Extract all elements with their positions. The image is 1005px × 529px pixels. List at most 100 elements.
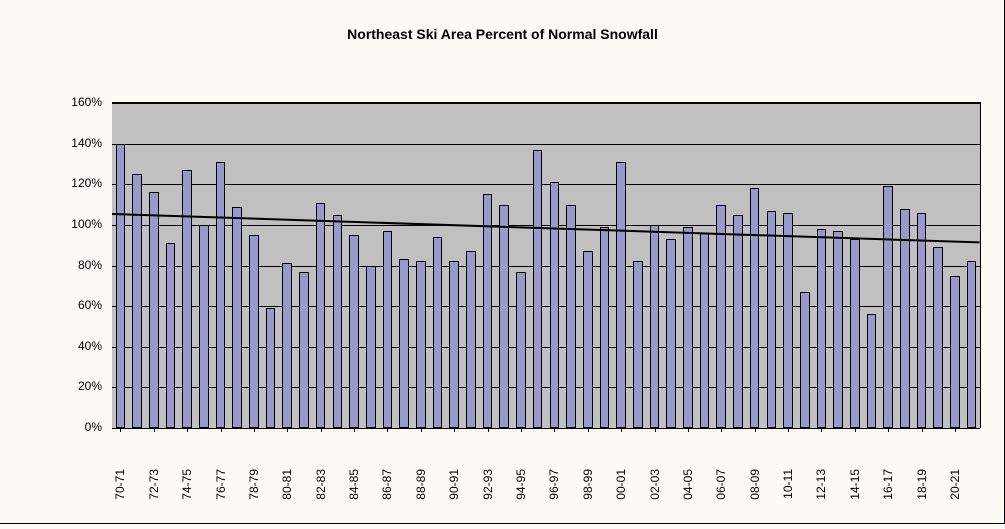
bar (633, 261, 643, 428)
x-tick (488, 427, 489, 432)
bar (132, 174, 142, 428)
x-axis-label: 84-85 (347, 469, 361, 529)
y-axis-label: 20% (0, 379, 102, 393)
y-axis-label: 140% (0, 136, 102, 150)
y-axis-label: 120% (0, 176, 102, 190)
bar (800, 292, 810, 428)
x-tick (521, 427, 522, 432)
x-tick (354, 427, 355, 432)
bar (917, 213, 927, 428)
bar (466, 251, 476, 428)
bar (683, 227, 693, 428)
bar (600, 227, 610, 428)
y-axis-label: 160% (0, 95, 102, 109)
bar (700, 233, 710, 428)
x-axis-label: 78-79 (247, 469, 261, 529)
bar (166, 243, 176, 428)
x-tick (554, 427, 555, 432)
bar (650, 225, 660, 428)
x-axis-label: 10-11 (781, 469, 795, 529)
x-tick (855, 427, 856, 432)
x-axis-label: 14-15 (848, 469, 862, 529)
bar (216, 162, 226, 428)
x-axis-label: 70-71 (113, 469, 127, 529)
x-tick (755, 427, 756, 432)
bar (182, 170, 192, 428)
x-tick (788, 427, 789, 432)
x-axis-label: 08-09 (748, 469, 762, 529)
x-axis-label: 90-91 (447, 469, 461, 529)
x-axis-label: 06-07 (714, 469, 728, 529)
bar (666, 239, 676, 428)
x-tick (154, 427, 155, 432)
x-axis-label: 20-21 (948, 469, 962, 529)
x-axis-label: 94-95 (514, 469, 528, 529)
bar (299, 272, 309, 428)
bar (483, 194, 493, 428)
plot-area (112, 102, 981, 428)
bar (817, 229, 827, 428)
x-tick (888, 427, 889, 432)
x-tick (721, 427, 722, 432)
y-axis-label: 100% (0, 217, 102, 231)
bar (750, 188, 760, 428)
x-axis-label: 16-17 (881, 469, 895, 529)
y-axis-label: 0% (0, 420, 102, 434)
x-axis-label: 74-75 (180, 469, 194, 529)
bar (967, 261, 977, 428)
x-tick (421, 427, 422, 432)
gridline (112, 225, 980, 226)
bar (316, 203, 326, 428)
bar (249, 235, 259, 428)
bar (533, 150, 543, 428)
bar (783, 213, 793, 428)
x-axis-label: 76-77 (214, 469, 228, 529)
x-axis-label: 72-73 (147, 469, 161, 529)
x-axis-label: 00-01 (614, 469, 628, 529)
bar (716, 205, 726, 428)
y-axis-label: 80% (0, 258, 102, 272)
bar (767, 211, 777, 428)
x-axis-label: 18-19 (915, 469, 929, 529)
chart-title: Northeast Ski Area Percent of Normal Sno… (0, 26, 1005, 42)
bar (349, 235, 359, 428)
gridline (112, 184, 980, 185)
bar (583, 251, 593, 428)
x-axis-label: 92-93 (481, 469, 495, 529)
bar (399, 259, 409, 428)
y-axis-label: 40% (0, 339, 102, 353)
bar (333, 215, 343, 428)
bar (282, 263, 292, 428)
x-tick (821, 427, 822, 432)
x-tick (621, 427, 622, 432)
bar (867, 314, 877, 428)
bar (850, 239, 860, 428)
x-tick (588, 427, 589, 432)
bar (616, 162, 626, 428)
bar (433, 237, 443, 428)
bar (266, 308, 276, 428)
x-axis-label: 86-87 (380, 469, 394, 529)
x-tick (955, 427, 956, 432)
x-axis-label: 96-97 (547, 469, 561, 529)
bar (883, 186, 893, 428)
bar (516, 272, 526, 428)
x-axis-label: 04-05 (681, 469, 695, 529)
x-axis-label: 12-13 (814, 469, 828, 529)
bar (199, 225, 209, 428)
bar (449, 261, 459, 428)
bar (416, 261, 426, 428)
bar (550, 182, 560, 428)
x-axis-label: 98-99 (581, 469, 595, 529)
bar (733, 215, 743, 428)
gridline (112, 428, 980, 429)
x-tick (221, 427, 222, 432)
y-axis-label: 60% (0, 298, 102, 312)
x-tick (688, 427, 689, 432)
bar (149, 192, 159, 428)
x-tick (655, 427, 656, 432)
trendline (112, 213, 980, 243)
x-tick (321, 427, 322, 432)
x-tick (454, 427, 455, 432)
x-tick (120, 427, 121, 432)
